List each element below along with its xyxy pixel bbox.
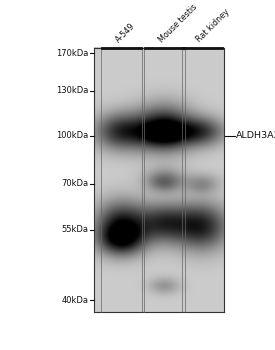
Text: 130kDa: 130kDa: [56, 86, 89, 96]
Bar: [94, 48, 224, 312]
Text: 100kDa: 100kDa: [56, 131, 89, 140]
Bar: [182, 48, 222, 312]
Text: 40kDa: 40kDa: [61, 296, 89, 305]
Text: A-549: A-549: [114, 21, 137, 44]
Bar: [144, 48, 185, 312]
Text: Rat kidney: Rat kidney: [194, 7, 231, 44]
Text: ALDH3A2: ALDH3A2: [236, 131, 275, 140]
Text: 70kDa: 70kDa: [61, 179, 89, 188]
Text: 55kDa: 55kDa: [61, 225, 89, 234]
Text: Mouse testis: Mouse testis: [157, 2, 199, 44]
Bar: [101, 48, 142, 312]
Text: 170kDa: 170kDa: [56, 49, 89, 58]
